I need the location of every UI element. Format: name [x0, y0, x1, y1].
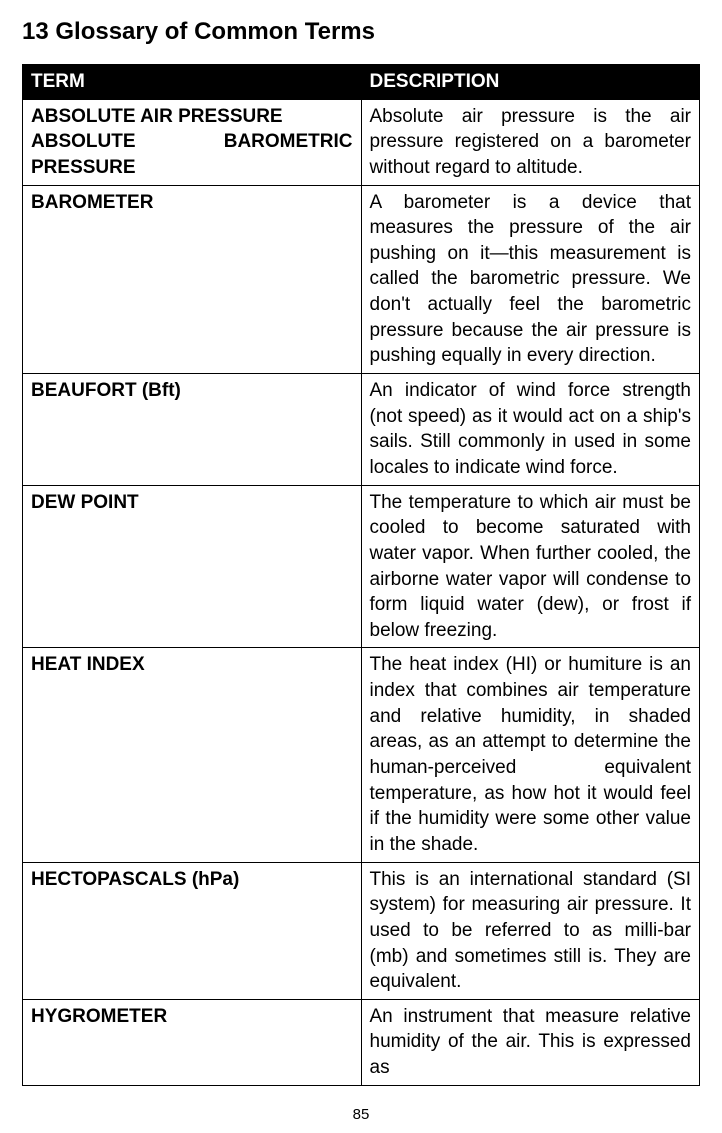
table-row: DEW POINT The temperature to which air mu… — [23, 485, 700, 648]
term-text: HEAT INDEX — [31, 652, 353, 678]
term-text: DEW POINT — [31, 490, 353, 516]
term-text: PRESSURE — [31, 155, 353, 181]
glossary-body: ABSOLUTE AIR PRESSUREABSOLUTE BAROMETRIC… — [23, 99, 700, 1085]
table-row: BAROMETER A barometer is a device that me… — [23, 185, 700, 373]
term-cell: HYGROMETER — [23, 999, 362, 1085]
term-cell: BAROMETER — [23, 185, 362, 373]
table-row: BEAUFORT (Bft) An indicator of wind force… — [23, 374, 700, 486]
term-cell: ABSOLUTE AIR PRESSUREABSOLUTE BAROMETRIC… — [23, 99, 362, 185]
table-row: HEAT INDEX The heat index (HI) or humitur… — [23, 648, 700, 862]
term-text: ABSOLUTE AIR PRESSURE — [31, 104, 353, 130]
header-desc: DESCRIPTION — [361, 65, 700, 100]
page-title: 13 Glossary of Common Terms — [22, 18, 700, 46]
term-text: HECTOPASCALS (hPa) — [31, 867, 353, 893]
table-row: HYGROMETER An instrument that measure rel… — [23, 999, 700, 1085]
glossary-table: TERM DESCRIPTION ABSOLUTE AIR PRESSUREAB… — [22, 64, 700, 1086]
description-cell: A barometer is a device that measures th… — [361, 185, 700, 373]
page-container: 13 Glossary of Common Terms TERM DESCRIP… — [0, 0, 722, 1133]
term-text: BEAUFORT (Bft) — [31, 378, 353, 404]
description-cell: Absolute air pressure is the air pressur… — [361, 99, 700, 185]
description-cell: The heat index (HI) or humiture is an in… — [361, 648, 700, 862]
term-cell: BEAUFORT (Bft) — [23, 374, 362, 486]
page-number: 85 — [22, 1106, 700, 1123]
description-cell: This is an international standard (SI sy… — [361, 862, 700, 999]
description-cell: An indicator of wind force strength (not… — [361, 374, 700, 486]
table-header-row: TERM DESCRIPTION — [23, 65, 700, 100]
term-cell: HEAT INDEX — [23, 648, 362, 862]
table-row: ABSOLUTE AIR PRESSUREABSOLUTE BAROMETRIC… — [23, 99, 700, 185]
term-cell: HECTOPASCALS (hPa) — [23, 862, 362, 999]
table-row: HECTOPASCALS (hPa) This is an internation… — [23, 862, 700, 999]
term-text: HYGROMETER — [31, 1004, 353, 1030]
description-cell: The temperature to which air must be coo… — [361, 485, 700, 648]
term-text: BAROMETER — [31, 190, 353, 216]
term-cell: DEW POINT — [23, 485, 362, 648]
header-term: TERM — [23, 65, 362, 100]
term-text: ABSOLUTE BAROMETRIC — [31, 129, 353, 155]
description-cell: An instrument that measure relative humi… — [361, 999, 700, 1085]
